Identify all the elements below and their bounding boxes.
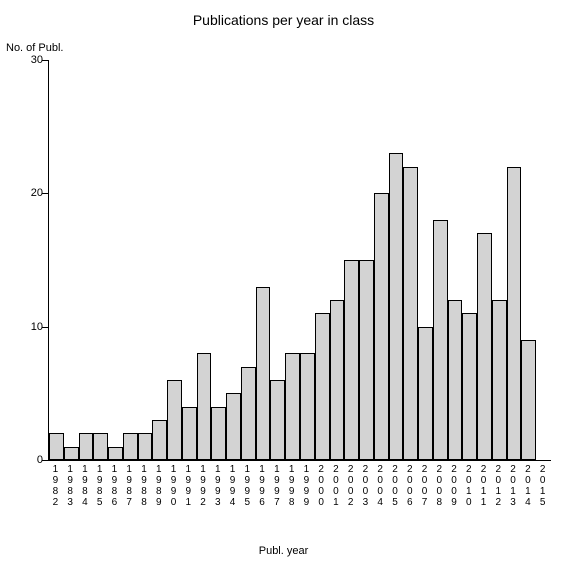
x-tick-label: 2005 <box>389 464 401 508</box>
x-tick-label: 1999 <box>300 464 312 508</box>
y-axis-label: No. of Publ. <box>6 42 63 54</box>
x-tick-label: 1992 <box>197 464 209 508</box>
x-tick-label: 1984 <box>79 464 91 508</box>
chart-title: Publications per year in class <box>0 12 567 28</box>
bar <box>152 420 167 460</box>
bar <box>123 433 138 460</box>
plot-area <box>48 60 551 461</box>
x-tick-label: 2008 <box>433 464 445 508</box>
bar <box>197 353 212 460</box>
x-tick-label: 2004 <box>374 464 386 508</box>
bar <box>285 353 300 460</box>
x-tick-label: 2015 <box>537 464 549 508</box>
y-tick-label: 10 <box>31 321 43 333</box>
bar <box>79 433 94 460</box>
bar <box>241 367 256 460</box>
bar <box>138 433 153 460</box>
y-tick-label: 30 <box>31 54 43 66</box>
y-tick-label: 20 <box>31 187 43 199</box>
x-tick-label: 1986 <box>108 464 120 508</box>
bar <box>403 167 418 460</box>
bar <box>433 220 448 460</box>
bar <box>211 407 226 460</box>
x-tick-label: 2006 <box>404 464 416 508</box>
x-tick-label: 1987 <box>123 464 135 508</box>
bar <box>49 433 64 460</box>
x-tick-label: 1983 <box>64 464 76 508</box>
bar <box>521 340 536 460</box>
x-tick-label: 1988 <box>138 464 150 508</box>
x-tick-label: 1995 <box>241 464 253 508</box>
bar <box>477 233 492 460</box>
x-tick-label: 1989 <box>153 464 165 508</box>
bar <box>64 447 79 460</box>
x-tick-label: 1982 <box>49 464 61 508</box>
x-tick-label: 2007 <box>419 464 431 508</box>
x-tick-label: 2002 <box>345 464 357 508</box>
bar <box>182 407 197 460</box>
x-tick-label: 1991 <box>182 464 194 508</box>
x-tick-label: 1990 <box>168 464 180 508</box>
x-tick-label: 2011 <box>478 464 490 508</box>
x-tick-label: 2001 <box>330 464 342 508</box>
x-tick-label: 1994 <box>227 464 239 508</box>
bar <box>226 393 241 460</box>
x-tick-label: 1998 <box>286 464 298 508</box>
x-axis-label: Publ. year <box>0 545 567 557</box>
x-tick-label: 2013 <box>507 464 519 508</box>
x-tick-label: 2010 <box>463 464 475 508</box>
publications-chart: Publications per year in class No. of Pu… <box>0 0 567 567</box>
x-tick-label: 1997 <box>271 464 283 508</box>
y-tick-label: 0 <box>37 454 43 466</box>
bar <box>344 260 359 460</box>
x-tick-label: 2003 <box>359 464 371 508</box>
x-tick-label: 1993 <box>212 464 224 508</box>
x-tick-label: 1996 <box>256 464 268 508</box>
x-tick-label: 2000 <box>315 464 327 508</box>
bar <box>448 300 463 460</box>
bar <box>108 447 123 460</box>
bar <box>462 313 477 460</box>
bar <box>418 327 433 460</box>
bar <box>93 433 108 460</box>
x-tick-label: 2012 <box>492 464 504 508</box>
x-tick-label: 2014 <box>522 464 534 508</box>
bar <box>270 380 285 460</box>
bar <box>330 300 345 460</box>
x-tick-label: 1985 <box>94 464 106 508</box>
bar <box>359 260 374 460</box>
bar <box>507 167 522 460</box>
bar <box>256 287 271 460</box>
bar <box>374 193 389 460</box>
x-tick-label: 2009 <box>448 464 460 508</box>
bar <box>300 353 315 460</box>
bar <box>315 313 330 460</box>
bar <box>492 300 507 460</box>
bar <box>167 380 182 460</box>
bar <box>389 153 404 460</box>
